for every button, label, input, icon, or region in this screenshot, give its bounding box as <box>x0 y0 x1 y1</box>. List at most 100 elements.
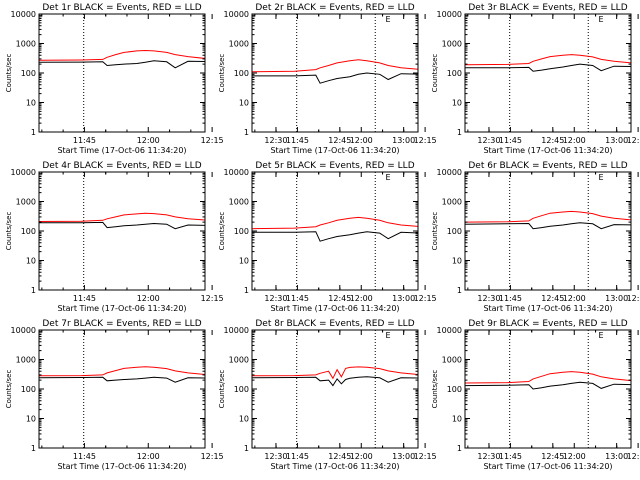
y-tick-label: 1000 <box>442 40 462 49</box>
plot-frame <box>38 13 206 133</box>
y-tick-label: 10 <box>452 257 462 266</box>
detector-panel: Det 5r BLACK = Events, RED = LLD E 1 10 100 1… <box>218 161 628 313</box>
y-tick-label: 1 <box>244 128 249 137</box>
y-tick-label: 1 <box>244 286 249 295</box>
y-axis-label: Counts/sec <box>431 54 439 93</box>
y-tick-label: 10000 <box>224 326 249 335</box>
y-tick-label: 1 <box>457 128 462 137</box>
panel-title: Det 6r BLACK = Events, RED = LLD <box>468 161 627 171</box>
x-axis-label: Start Time (17-Oct-06 11:34:20) <box>57 304 186 313</box>
plot-frame <box>251 171 419 291</box>
y-tick-label: 100 <box>447 69 462 78</box>
flag-marker: E <box>385 173 390 182</box>
series-line-lld <box>39 366 205 377</box>
y-tick-label: 100 <box>234 69 249 78</box>
x-tick-label: 12:30 <box>264 294 287 303</box>
x-tick-label: 13:00 <box>605 136 628 145</box>
series-group <box>465 210 631 230</box>
x-tick-label: 12:15 <box>414 452 437 461</box>
y-tick-label: 10000 <box>437 10 462 19</box>
series-line-lld <box>252 59 418 73</box>
x-tick-label: 12:45 <box>541 294 564 303</box>
y-tick-label: 10000 <box>11 168 36 177</box>
y-tick-label: 10 <box>239 415 249 424</box>
series-line-events <box>465 381 631 390</box>
y-tick-label: 1 <box>31 128 36 137</box>
panel-title: Det 5r BLACK = Events, RED = LLD <box>255 161 414 171</box>
series-group <box>39 49 205 69</box>
x-tick-label: 12:30 <box>264 452 287 461</box>
series-group <box>39 366 205 383</box>
x-tick-label: 12:45 <box>328 294 351 303</box>
flag-marker: E <box>385 15 390 24</box>
x-tick-label: 13:00 <box>605 294 628 303</box>
series-group <box>465 371 631 390</box>
y-axis-label: Counts/sec <box>218 54 226 93</box>
x-axis-label: Start Time (17-Oct-06 11:34:20) <box>270 304 399 313</box>
panel-title: Det 2r BLACK = Events, RED = LLD <box>255 3 414 13</box>
x-tick-label: 12:00 <box>137 136 160 145</box>
series-line-events <box>252 72 418 84</box>
series-line-lld <box>252 216 418 230</box>
y-tick-label: 1000 <box>229 40 249 49</box>
x-tick-label: 12:15 <box>627 452 640 461</box>
y-tick-label: 1000 <box>229 356 249 365</box>
x-tick-label: 12:00 <box>350 136 373 145</box>
x-tick-label: 13:00 <box>392 136 415 145</box>
flag-marker: E <box>598 173 603 182</box>
detector-panel: Det 9r BLACK = Events, RED = LLD E 1 10 100 1… <box>431 319 640 471</box>
x-tick-label: 12:30 <box>477 294 500 303</box>
x-tick-label: 12:30 <box>477 452 500 461</box>
x-tick-label: 12:15 <box>414 294 437 303</box>
y-tick-label: 100 <box>234 227 249 236</box>
x-tick-label: 12:15 <box>201 294 224 303</box>
panel-title: Det 1r BLACK = Events, RED = LLD <box>42 3 201 13</box>
series-group <box>465 54 631 72</box>
x-tick-label: 12:45 <box>541 136 564 145</box>
y-axis-label: Counts/sec <box>431 370 439 409</box>
panel-title: Det 9r BLACK = Events, RED = LLD <box>468 319 627 329</box>
x-axis-label: Start Time (17-Oct-06 11:34:20) <box>57 146 186 155</box>
y-tick-label: 10 <box>26 257 36 266</box>
series-line-lld <box>465 54 631 66</box>
flag-marker: E <box>598 15 603 24</box>
series-line-events <box>252 231 418 242</box>
x-tick-label: 11:45 <box>73 136 96 145</box>
y-tick-label: 1000 <box>229 198 249 207</box>
panel-title: Det 4r BLACK = Events, RED = LLD <box>42 161 201 171</box>
y-tick-label: 10000 <box>437 168 462 177</box>
x-tick-label: 12:00 <box>137 294 160 303</box>
x-tick-label: 11:45 <box>73 294 96 303</box>
panel-title: Det 3r BLACK = Events, RED = LLD <box>468 3 627 13</box>
x-tick-label: 13:00 <box>392 294 415 303</box>
series-line-lld <box>252 366 418 380</box>
y-axis-label: Counts/sec <box>218 212 226 251</box>
y-tick-label: 1000 <box>16 40 36 49</box>
x-tick-label: 11:45 <box>286 294 309 303</box>
detector-panel: Det 3r BLACK = Events, RED = LLD E 1 10 100 1… <box>431 3 640 155</box>
x-tick-label: 12:15 <box>627 136 640 145</box>
panel-title: Det 7r BLACK = Events, RED = LLD <box>42 319 201 329</box>
x-tick-label: 12:00 <box>563 136 586 145</box>
series-line-events <box>465 222 631 230</box>
y-tick-label: 10000 <box>11 326 36 335</box>
x-tick-label: 11:45 <box>499 136 522 145</box>
y-tick-label: 1 <box>244 444 249 453</box>
detector-panel: Det 1r BLACK = Events, RED = LLD E 1 10 100 1… <box>5 3 415 155</box>
series-group <box>252 216 418 242</box>
y-tick-label: 1000 <box>16 356 36 365</box>
x-tick-label: 13:00 <box>605 452 628 461</box>
y-tick-label: 10 <box>239 99 249 108</box>
y-tick-label: 10 <box>452 415 462 424</box>
x-tick-label: 12:15 <box>201 136 224 145</box>
x-tick-label: 12:00 <box>563 452 586 461</box>
y-tick-label: 100 <box>234 385 249 394</box>
detector-panel: Det 2r BLACK = Events, RED = LLD E 1 10 100 1… <box>218 3 628 155</box>
x-tick-label: 12:30 <box>264 136 287 145</box>
y-tick-label: 1 <box>457 286 462 295</box>
y-axis-label: Counts/sec <box>5 212 13 251</box>
x-tick-label: 12:30 <box>477 136 500 145</box>
y-tick-label: 10 <box>26 99 36 108</box>
y-tick-label: 10 <box>239 257 249 266</box>
plot-frame <box>251 329 419 449</box>
